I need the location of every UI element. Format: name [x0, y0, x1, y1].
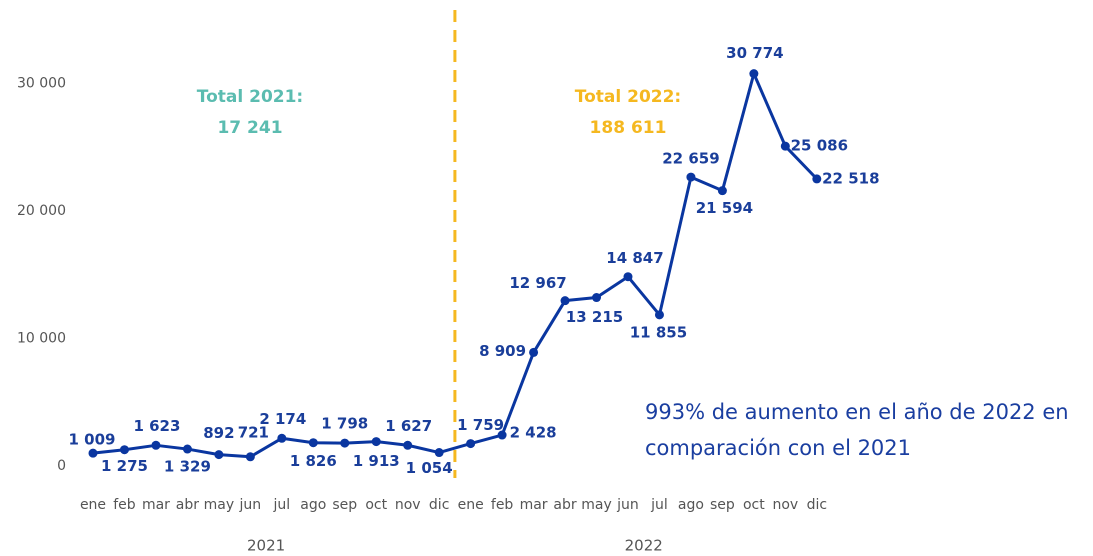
x-tick-label: ene	[458, 497, 484, 513]
point	[592, 293, 602, 303]
value-label: 1 913	[353, 452, 400, 470]
point	[466, 439, 476, 449]
value-label: 1 627	[385, 417, 432, 435]
x-tick-label: oct	[743, 497, 765, 513]
point	[812, 174, 822, 184]
point	[780, 141, 790, 151]
x-tick-label: jun	[616, 497, 639, 513]
value-label: 1 054	[406, 459, 453, 477]
value-label: 721	[238, 423, 269, 441]
annotation: comparación con el 2021	[645, 436, 911, 460]
value-label: 22 659	[662, 150, 719, 168]
point	[749, 69, 759, 79]
x-tick-label: mar	[520, 497, 548, 513]
y-tick-label: 0	[57, 458, 66, 474]
point	[497, 430, 507, 440]
value-label: 1 623	[133, 417, 180, 435]
x-tick-label: abr	[553, 497, 576, 513]
value-label: 2 174	[259, 410, 306, 428]
year-label: 2022	[625, 537, 663, 555]
x-tick-label: jul	[650, 497, 668, 513]
x-tick-label: sep	[710, 497, 735, 513]
value-label: 30 774	[726, 44, 783, 62]
x-tick-label: jul	[272, 497, 290, 513]
x-tick-label: dic	[429, 497, 449, 513]
year-label: 2021	[247, 537, 285, 555]
x-tick-label: may	[204, 497, 235, 513]
x-tick-label: feb	[491, 497, 514, 513]
annotation: 188 611	[590, 118, 667, 138]
y-tick-label: 20 000	[17, 203, 66, 219]
value-label: 21 594	[696, 199, 753, 217]
point	[151, 440, 161, 450]
point	[308, 438, 318, 448]
point	[371, 437, 381, 447]
value-label: 1 275	[101, 457, 148, 475]
y-tick-label: 30 000	[17, 76, 66, 92]
value-label: 1 759	[457, 416, 504, 434]
annotation: Total 2021:	[197, 87, 303, 107]
value-label: 1 329	[164, 458, 211, 476]
value-label: 8 909	[479, 342, 526, 360]
point	[686, 172, 696, 182]
x-tick-label: sep	[332, 497, 357, 513]
value-label: 25 086	[791, 137, 848, 155]
point	[340, 438, 350, 448]
value-label: 13 215	[566, 308, 623, 326]
point	[434, 448, 444, 458]
value-label: 1 798	[321, 415, 368, 433]
point	[245, 452, 255, 462]
annotation: 17 241	[217, 118, 282, 138]
annotation: Total 2022:	[575, 87, 681, 107]
x-tick-label: ago	[678, 497, 704, 513]
x-tick-label: abr	[176, 497, 199, 513]
x-tick-label: oct	[365, 497, 387, 513]
point	[717, 186, 727, 196]
value-label: 892	[203, 424, 234, 442]
point	[623, 272, 633, 282]
value-label: 1 009	[69, 431, 116, 449]
point	[88, 448, 98, 458]
x-tick-label: nov	[395, 497, 421, 513]
point	[403, 440, 413, 450]
x-tick-label: nov	[772, 497, 798, 513]
annotation: 993% de aumento en el año de 2022 en	[645, 400, 1069, 424]
value-label: 14 847	[606, 249, 663, 267]
point	[119, 445, 129, 455]
point	[560, 296, 570, 306]
value-label: 1 826	[290, 452, 337, 470]
point	[654, 310, 664, 320]
point	[214, 450, 224, 460]
point	[277, 433, 287, 443]
value-label: 2 428	[510, 424, 557, 442]
value-label: 12 967	[509, 274, 566, 292]
x-tick-label: ago	[300, 497, 326, 513]
x-tick-label: dic	[807, 497, 827, 513]
value-label: 22 518	[822, 169, 879, 187]
value-label: 11 855	[630, 323, 687, 341]
point	[182, 444, 192, 454]
point	[529, 347, 539, 357]
line	[92, 72, 818, 459]
y-tick-label: 10 000	[17, 331, 66, 347]
x-tick-label: mar	[142, 497, 170, 513]
x-tick-label: may	[581, 497, 612, 513]
x-tick-label: ene	[80, 497, 106, 513]
x-tick-label: jun	[239, 497, 262, 513]
x-tick-label: feb	[113, 497, 136, 513]
